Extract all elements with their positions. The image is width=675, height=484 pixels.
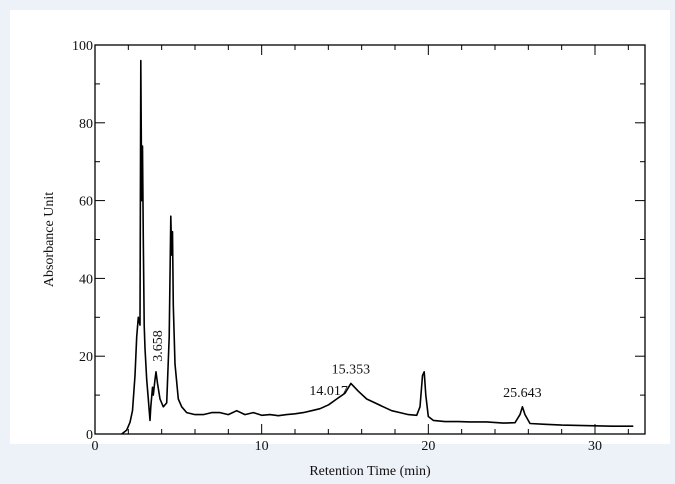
peak-label: 14.017 xyxy=(309,384,348,399)
x-tick-label: 30 xyxy=(588,439,602,454)
y-axis-title: Absorbance Unit xyxy=(42,192,57,287)
peak-label: 3.658 xyxy=(151,330,166,362)
y-tick-label: 40 xyxy=(79,272,93,287)
x-tick-label: 0 xyxy=(92,439,99,454)
y-tick-label: 80 xyxy=(79,117,93,132)
x-tick-label: 10 xyxy=(255,439,269,454)
chart-background xyxy=(10,10,670,444)
peak-label: 25.643 xyxy=(503,386,542,401)
x-tick-label: 20 xyxy=(421,439,435,454)
y-tick-label: 20 xyxy=(79,350,93,365)
plot-frame xyxy=(94,44,646,435)
peak-label: 15.353 xyxy=(332,362,371,377)
x-axis-title: Retention Time (min) xyxy=(309,464,431,479)
y-tick-label: 100 xyxy=(72,39,93,54)
y-tick-label: 60 xyxy=(79,195,93,210)
y-tick-label: 0 xyxy=(86,428,93,443)
absorbance-trace xyxy=(121,59,634,435)
